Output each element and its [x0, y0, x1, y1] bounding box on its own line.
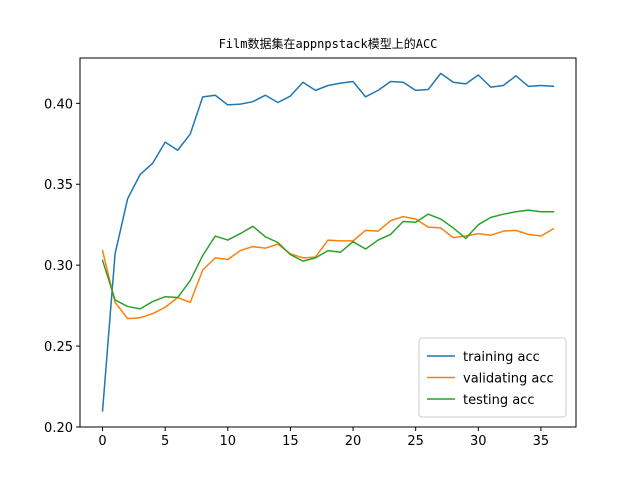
legend-label: testing acc — [463, 393, 534, 408]
legend: training acc validating acc testing acc — [418, 337, 567, 418]
series-line-testing-acc — [101, 209, 555, 310]
y-tick-label: 0.35 — [44, 178, 73, 193]
x-tick-label: 25 — [407, 434, 424, 449]
y-axis: 0.20 0.25 0.30 0.35 0.40 — [44, 97, 80, 436]
series-line-validating-acc — [101, 215, 555, 320]
x-tick-label: 35 — [533, 434, 550, 449]
legend-box — [418, 337, 567, 418]
x-tick-label: 20 — [345, 434, 362, 449]
legend-label: training acc — [463, 350, 540, 365]
chart-title: Film数据集在appnpstack模型上的ACC — [219, 36, 438, 51]
x-tick-label: 30 — [470, 434, 487, 449]
x-tick-label: 15 — [282, 434, 299, 449]
plot-frame — [79, 57, 577, 428]
y-tick-label: 0.40 — [44, 97, 73, 112]
series-layer — [101, 72, 555, 412]
x-tick-label: 5 — [161, 434, 169, 449]
legend-label: validating acc — [463, 372, 554, 387]
x-axis: 0 5 10 15 20 25 30 35 — [98, 427, 549, 449]
series-line-training-acc — [101, 72, 555, 412]
y-tick-label: 0.30 — [44, 259, 73, 274]
y-tick-label: 0.20 — [44, 421, 73, 436]
x-tick-label: 0 — [98, 434, 106, 449]
y-tick-label: 0.25 — [44, 340, 73, 355]
x-tick-label: 10 — [220, 434, 237, 449]
